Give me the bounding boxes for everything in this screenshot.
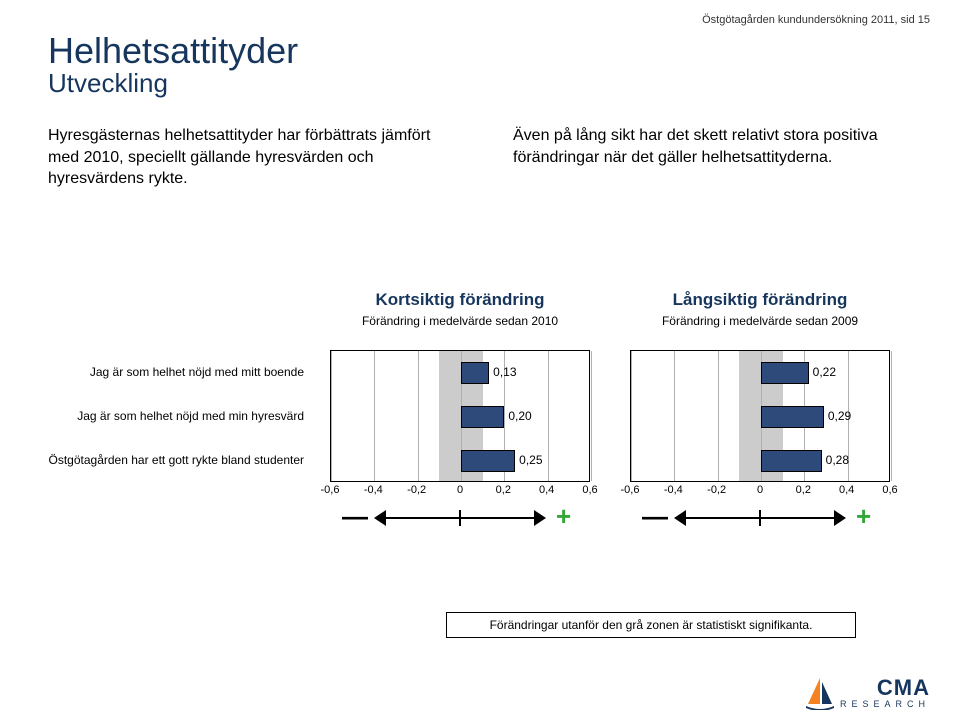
page-title: Helhetsattityder xyxy=(48,30,298,72)
tick-label: -0,6 xyxy=(321,484,340,496)
logo-sail-icon xyxy=(806,676,834,710)
tick-label: 0 xyxy=(457,484,463,496)
gridline xyxy=(891,351,892,481)
bar-value-label: 0,28 xyxy=(826,453,849,467)
tick-label: 0 xyxy=(757,484,763,496)
arrow-left-icon xyxy=(374,510,386,526)
logo-text-research: RESEARCH xyxy=(840,699,930,710)
bar xyxy=(461,406,504,428)
chart-headers: Kortsiktig förändringFörändring i medelv… xyxy=(310,290,910,328)
bar xyxy=(761,362,809,384)
tick-label: 0,6 xyxy=(582,484,597,496)
footnote-text: Förändringar utanför den grå zonen är st… xyxy=(490,618,813,632)
minus-icon: — xyxy=(342,501,368,532)
chart-header-sub: Förändring i medelvärde sedan 2010 xyxy=(310,314,610,328)
bar-value-label: 0,25 xyxy=(519,453,542,467)
indicator-center-tick xyxy=(459,510,461,526)
logo-text-cma: CMA xyxy=(877,677,930,699)
arrow-right-icon xyxy=(834,510,846,526)
chart-header-col: Kortsiktig förändring Förändring i medelv… xyxy=(310,290,610,328)
row-label: Jag är som helhet nöjd med mitt boende xyxy=(48,350,310,394)
bar-value-label: 0,13 xyxy=(493,365,516,379)
description-right: Även på lång sikt har det skett relativt… xyxy=(513,125,918,190)
chart-plot: 0,22 0,29 0,28 xyxy=(630,350,890,482)
tick-label: 0,4 xyxy=(839,484,854,496)
bar-row: 0,13 xyxy=(331,351,589,395)
description-block: Hyresgästernas helhetsattityder har förb… xyxy=(48,125,918,190)
tick-label: -0,2 xyxy=(707,484,726,496)
footnote-box: Förändringar utanför den grå zonen är st… xyxy=(446,612,856,638)
tick-label: 0,2 xyxy=(496,484,511,496)
bar-value-label: 0,22 xyxy=(813,365,836,379)
row-label: Jag är som helhet nöjd med min hyresvärd xyxy=(48,394,310,438)
description-left: Hyresgästernas helhetsattityder har förb… xyxy=(48,125,453,190)
tick-label: -0,4 xyxy=(364,484,383,496)
x-axis: -0,6-0,4-0,200,20,40,6 xyxy=(630,484,890,500)
bar-row: 0,25 xyxy=(331,439,589,483)
scale-indicator: —+ xyxy=(330,506,590,536)
tick-label: -0,2 xyxy=(407,484,426,496)
tick-label: -0,6 xyxy=(621,484,640,496)
gridline xyxy=(591,351,592,481)
plus-icon: + xyxy=(556,501,571,532)
scale-indicator: —+ xyxy=(630,506,890,536)
cma-logo: CMA RESEARCH xyxy=(806,676,930,710)
row-labels: Jag är som helhet nöjd med mitt boendeJa… xyxy=(48,350,310,482)
bar-row: 0,20 xyxy=(331,395,589,439)
row-label: Östgötagården har ett gott rykte bland s… xyxy=(48,438,310,482)
chart-header-sub: Förändring i medelvärde sedan 2009 xyxy=(610,314,910,328)
bar xyxy=(761,406,824,428)
tick-label: 0,4 xyxy=(539,484,554,496)
indicator-center-tick xyxy=(759,510,761,526)
chart-header-col: Långsiktig förändring Förändring i medelv… xyxy=(610,290,910,328)
bar-row: 0,29 xyxy=(631,395,889,439)
chart-header-title: Långsiktig förändring xyxy=(610,290,910,310)
minus-icon: — xyxy=(642,501,668,532)
chart-col: 0,220,290,28-0,6-0,4-0,200,20,40,6—+ xyxy=(610,350,910,536)
page-header-right: Östgötagården kundundersökning 2011, sid… xyxy=(702,14,930,26)
bar xyxy=(461,450,515,472)
chart-header-title: Kortsiktig förändring xyxy=(310,290,610,310)
title-block: Helhetsattityder Utveckling xyxy=(48,30,298,99)
x-axis: -0,6-0,4-0,200,20,40,6 xyxy=(330,484,590,500)
bar-value-label: 0,20 xyxy=(508,409,531,423)
chart-plot: 0,13 0,20 0,25 xyxy=(330,350,590,482)
arrow-right-icon xyxy=(534,510,546,526)
tick-label: 0,6 xyxy=(882,484,897,496)
plus-icon: + xyxy=(856,501,871,532)
tick-label: 0,2 xyxy=(796,484,811,496)
chart-col: 0,130,200,25-0,6-0,4-0,200,20,40,6—+ xyxy=(310,350,610,536)
bar xyxy=(761,450,822,472)
bar-value-label: 0,29 xyxy=(828,409,851,423)
arrow-left-icon xyxy=(674,510,686,526)
page-subtitle: Utveckling xyxy=(48,68,298,99)
bar xyxy=(461,362,489,384)
chart-area: Jag är som helhet nöjd med mitt boendeJa… xyxy=(48,350,918,536)
tick-label: -0,4 xyxy=(664,484,683,496)
bar-row: 0,28 xyxy=(631,439,889,483)
bar-row: 0,22 xyxy=(631,351,889,395)
